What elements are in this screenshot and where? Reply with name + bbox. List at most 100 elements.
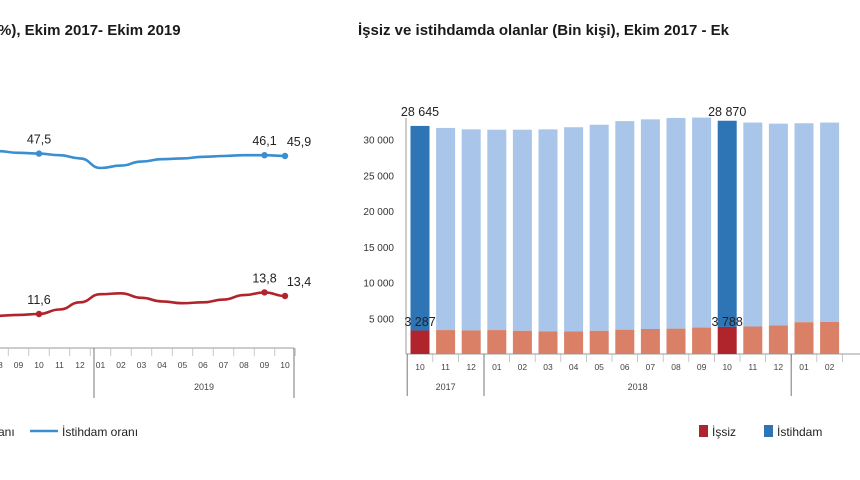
left-legend-partial-label: anı <box>0 425 15 439</box>
right-x-tick-label: 02 <box>518 362 528 372</box>
right-year-label: 2017 <box>436 382 456 392</box>
right-x-tick-label: 02 <box>825 362 835 372</box>
right-x-tick-label: 10 <box>415 362 425 372</box>
istihdam-bar <box>410 125 430 331</box>
issiz-bar <box>589 330 609 354</box>
left-x-tick-label: 05 <box>178 360 188 370</box>
legend-issiz-swatch <box>699 425 708 437</box>
issiz-bar <box>666 328 686 354</box>
right-chart-title: İşsiz ve istihdamda olanlar (Bin kişi), … <box>358 22 729 39</box>
istihdam-data-label: 28 870 <box>708 105 746 119</box>
istihdam-orani-point <box>281 152 289 160</box>
right-year-label: 2018 <box>628 382 648 392</box>
issiz-bar <box>487 330 507 354</box>
istihdam-data-label: 28 645 <box>401 105 439 119</box>
istihdam-bar <box>615 121 635 330</box>
left-x-tick-label: 02 <box>116 360 126 370</box>
istihdam-bar <box>564 127 584 332</box>
right-y-tick-label: 30 000 <box>363 136 394 147</box>
issiz-bar <box>538 331 558 354</box>
issiz-bar <box>615 329 635 354</box>
right-x-tick-label: 01 <box>492 362 502 372</box>
istihdam-bar <box>436 127 456 331</box>
issizlik-orani-point <box>281 292 289 300</box>
left-year-label: 2019 <box>194 382 214 392</box>
issiz-bar <box>820 321 840 354</box>
issizlik-orani-line <box>0 291 287 318</box>
istihdam-bar <box>794 123 814 323</box>
issizlik-orani-data-label: 13,8 <box>252 271 276 285</box>
left-x-tick-label: 07 <box>219 360 229 370</box>
left-legend-istihdam-label: İstihdam oranı <box>62 425 138 439</box>
issiz-bar <box>717 326 737 354</box>
left-x-tick-label: 03 <box>137 360 147 370</box>
istihdam-bar <box>743 122 763 327</box>
left-chart-title: %), Ekim 2017- Ekim 2019 <box>0 22 181 39</box>
istihdam-bar <box>589 124 609 331</box>
istihdam-bar <box>487 129 507 331</box>
right-legend-istihdam-label: İstihdam <box>777 425 822 439</box>
issiz-bar <box>794 322 814 354</box>
left-x-tick-label: 10 <box>34 360 44 370</box>
right-x-tick-label: 12 <box>774 362 784 372</box>
right-x-tick-label: 10 <box>722 362 732 372</box>
right-x-tick-label: 07 <box>646 362 656 372</box>
left-x-tick-label: 11 <box>55 360 64 370</box>
issiz-data-label: 3 788 <box>712 315 743 329</box>
issiz-bar <box>564 331 584 354</box>
right-x-tick-label: 12 <box>466 362 476 372</box>
left-x-tick-label: 06 <box>198 360 208 370</box>
legend-istihdam-swatch <box>764 425 773 437</box>
right-x-tick-label: 01 <box>799 362 809 372</box>
issizlik-orani-data-label: 13,4 <box>287 275 311 289</box>
right-x-tick-label: 11 <box>441 362 450 372</box>
left-x-tick-label: 01 <box>96 360 106 370</box>
left-x-tick-label: 08 <box>239 360 249 370</box>
right-y-tick-label: 25 000 <box>363 171 394 182</box>
istihdam-orani-data-label: 47,5 <box>27 133 51 147</box>
issiz-bar <box>461 330 481 354</box>
left-x-tick-label: 04 <box>157 360 167 370</box>
istihdam-bar <box>768 123 788 326</box>
right-x-tick-label: 11 <box>748 362 757 372</box>
istihdam-bar <box>538 129 558 332</box>
issizlik-orani-point <box>35 310 43 318</box>
left-x-tick-label: 12 <box>75 360 85 370</box>
right-y-tick-label: 5 000 <box>369 314 394 325</box>
issizlik-orani-data-label: 11,6 <box>27 293 50 307</box>
left-x-tick-label: 09 <box>260 360 270 370</box>
issiz-bar <box>512 330 532 354</box>
right-x-tick-label: 09 <box>697 362 707 372</box>
istihdam-bar <box>640 119 660 329</box>
left-x-tick-label: 09 <box>14 360 24 370</box>
right-x-tick-label: 05 <box>594 362 604 372</box>
issiz-bar <box>692 327 712 354</box>
issiz-bar <box>640 329 660 354</box>
istihdam-orani-line <box>0 149 287 170</box>
issizlik-orani-point <box>261 289 268 296</box>
right-y-tick-label: 10 000 <box>363 279 394 290</box>
istihdam-bar <box>512 129 532 331</box>
right-y-tick-label: 15 000 <box>363 243 394 254</box>
istihdam-bar <box>461 129 481 331</box>
right-legend-issiz-label: İşsiz <box>712 425 736 439</box>
right-x-tick-label: 08 <box>671 362 681 372</box>
istihdam-bar <box>666 117 686 329</box>
issiz-bar <box>436 330 456 354</box>
istihdam-orani-data-label: 46,1 <box>252 134 276 148</box>
left-x-tick-label: 08 <box>0 360 3 370</box>
istihdam-bar <box>717 120 737 327</box>
right-x-tick-label: 03 <box>543 362 553 372</box>
issiz-data-label: 3 287 <box>404 315 435 329</box>
issiz-bar <box>410 330 430 354</box>
left-x-tick-label: 10 <box>280 360 290 370</box>
istihdam-orani-point <box>35 150 43 157</box>
issiz-bar <box>743 326 763 354</box>
right-x-tick-label: 04 <box>569 362 579 372</box>
istihdam-bar <box>692 117 712 328</box>
istihdam-orani-data-label: 45,9 <box>287 135 311 149</box>
right-x-tick-label: 06 <box>620 362 630 372</box>
istihdam-orani-point <box>261 152 268 159</box>
right-y-tick-label: 20 000 <box>363 207 394 218</box>
issiz-bar <box>768 325 788 354</box>
